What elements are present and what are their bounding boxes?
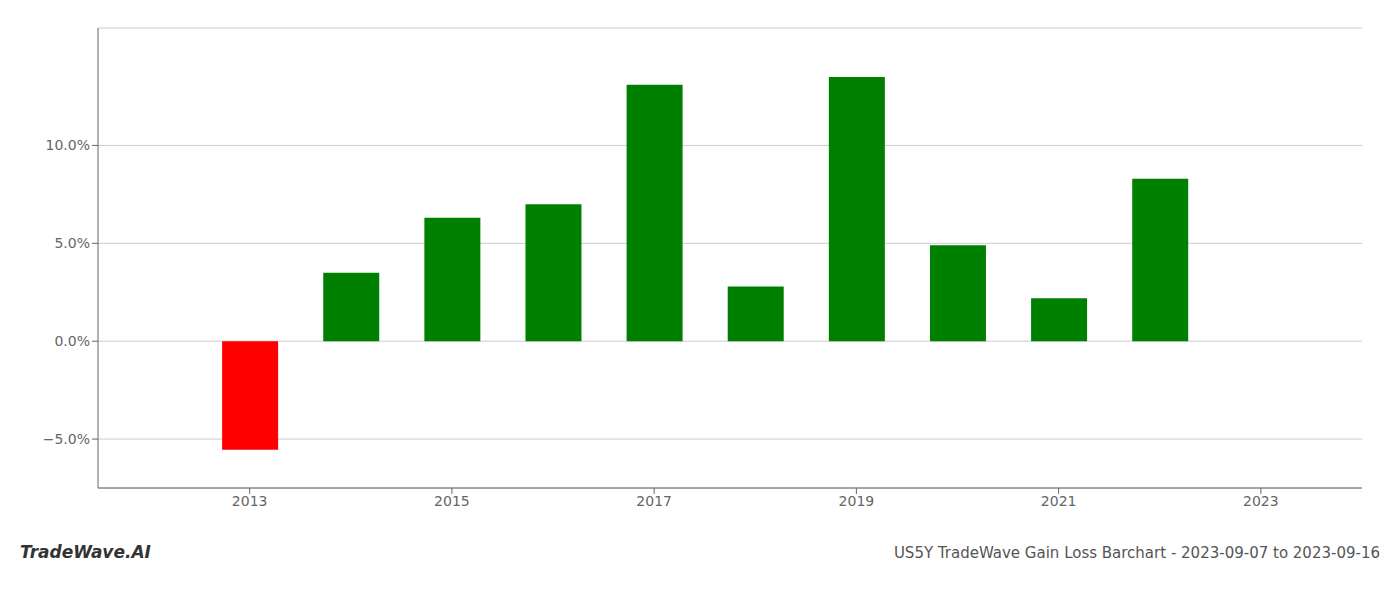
svg-text:5.0%: 5.0% [54, 235, 90, 251]
svg-text:2017: 2017 [636, 493, 672, 509]
svg-text:2019: 2019 [839, 493, 875, 509]
svg-text:2023: 2023 [1243, 493, 1279, 509]
svg-text:0.0%: 0.0% [54, 333, 90, 349]
svg-text:2021: 2021 [1041, 493, 1077, 509]
svg-text:2015: 2015 [434, 493, 470, 509]
html-text:TradeWave.AI: TradeWave.AI [20, 542, 151, 562]
svg-text:10.0%: 10.0% [46, 137, 90, 153]
svg-text:−5.0%: −5.0% [43, 431, 90, 447]
html-text:US5Y TradeWave Gain Loss Barch: US5Y TradeWave Gain Loss Barchart - 2023… [893, 544, 1380, 562]
svg-text:2013: 2013 [232, 493, 268, 509]
